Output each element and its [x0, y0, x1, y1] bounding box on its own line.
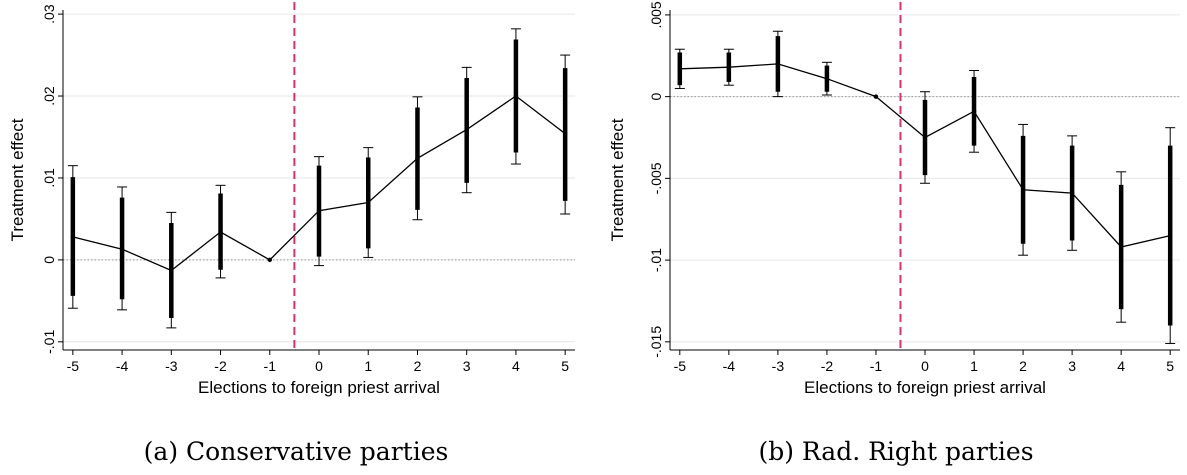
x-tick-label: -1	[870, 358, 883, 374]
x-tick-label: -3	[772, 358, 785, 374]
y-tick-label: .02	[41, 86, 57, 106]
estimate-point	[824, 76, 830, 81]
estimate-point	[1020, 187, 1026, 193]
y-tick-label: -.01	[648, 248, 664, 272]
y-tick-label: .03	[41, 4, 57, 24]
x-tick-label: 1	[364, 358, 372, 374]
estimate-point	[677, 66, 683, 72]
x-tick-label: -2	[214, 358, 227, 374]
y-axis-label: Treatment effect	[608, 118, 627, 241]
chart-panel-conservative: -.01 0 .01 .02 .03 -5 -4 -3 -2 -1 0 1 2 3 4 5 Treatment …	[0, 0, 592, 475]
x-tick-label: 4	[512, 358, 520, 374]
y-tick-label: .01	[41, 168, 57, 188]
x-tick-label: -2	[821, 358, 834, 374]
estimate-point	[562, 131, 568, 136]
estimate-point	[415, 156, 420, 161]
x-tick-label: 5	[561, 358, 569, 374]
x-tick-label: -4	[723, 358, 736, 374]
x-tick-label: -4	[116, 358, 129, 374]
y-axis-label: Treatment effect	[8, 118, 27, 241]
x-tick-label: -5	[67, 358, 80, 374]
x-tick-label: 0	[921, 358, 929, 374]
estimate-point	[316, 208, 322, 213]
x-tick-label: 5	[1166, 358, 1174, 374]
estimate-point	[70, 234, 76, 240]
estimate-point	[775, 61, 781, 67]
y-tick-label: -.015	[648, 326, 664, 358]
estimate-point	[971, 109, 977, 114]
x-tick-label: 0	[315, 358, 323, 374]
x-tick-label: -3	[165, 358, 178, 374]
x-axis-label: Elections to foreign priest arrival	[804, 378, 1046, 397]
y-tick-label: -.01	[41, 330, 57, 354]
estimate-point	[922, 135, 928, 140]
x-tick-label: 2	[1019, 358, 1027, 374]
estimate-point	[218, 229, 223, 235]
estimate-point	[464, 127, 469, 132]
y-tick-label: .005	[648, 1, 664, 28]
x-tick-label: 1	[970, 358, 978, 374]
estimate-point	[169, 268, 174, 273]
estimate-point	[1069, 190, 1075, 196]
x-tick-label: -5	[674, 358, 687, 374]
estimate-point	[366, 200, 371, 205]
estimate-point	[873, 94, 879, 99]
x-tick-label: -1	[264, 358, 277, 374]
caption-conservative: (a) Conservative parties	[143, 437, 449, 466]
chart-panel-rad-right: -.015 -.01 -.005 0 .005 -5 -4 -3 -2 -1 0 1 2 3 4 5 Treat…	[600, 0, 1187, 475]
x-tick-label: 3	[1068, 358, 1076, 374]
estimate-point	[513, 93, 519, 99]
x-axis-label: Elections to foreign priest arrival	[198, 378, 440, 397]
y-tick-label: -.005	[648, 162, 664, 194]
caption-rad-right: (b) Rad. Right parties	[758, 437, 1034, 466]
x-tick-label: 3	[463, 358, 471, 374]
estimate-point	[267, 257, 272, 263]
x-tick-label: 2	[414, 358, 422, 374]
y-tick-label: 0	[648, 93, 664, 101]
treatment-effect-chart: -.01 0 .01 .02 .03 -5 -4 -3 -2 -1 0 1 2 3 4 5 Treatment …	[8, 2, 575, 397]
treatment-effect-chart: -.015 -.01 -.005 0 .005 -5 -4 -3 -2 -1 0 1 2 3 4 5 Treat…	[608, 1, 1180, 397]
x-tick-label: 4	[1117, 358, 1125, 374]
estimate-point	[1118, 244, 1124, 250]
estimate-point	[119, 247, 125, 252]
estimate-point	[1167, 233, 1173, 238]
estimate-point	[726, 65, 732, 70]
y-tick-label: 0	[41, 256, 57, 264]
